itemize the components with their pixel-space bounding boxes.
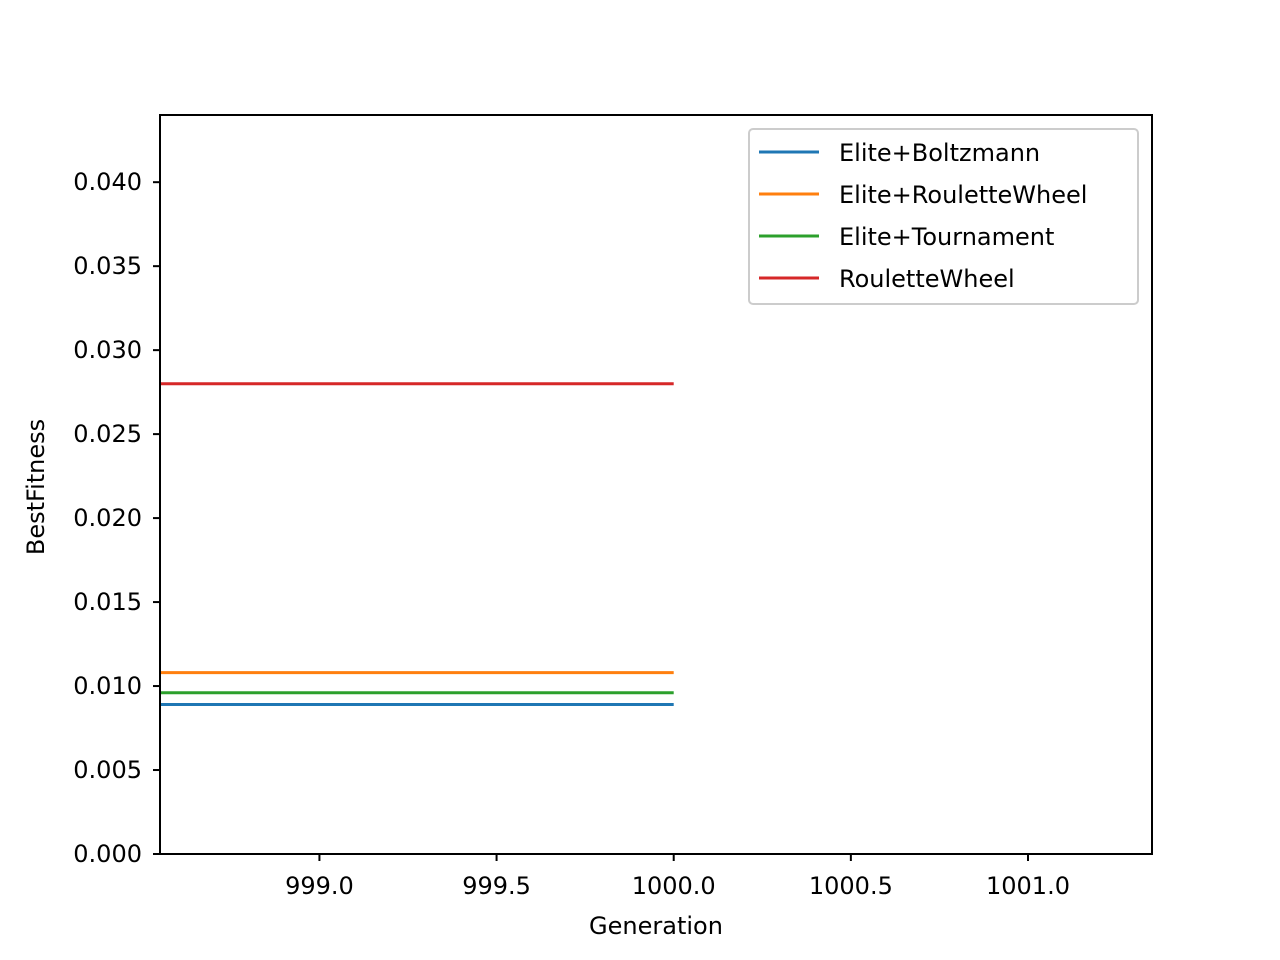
- x-tick-label: 999.5: [462, 872, 531, 900]
- x-tick-label: 1000.5: [809, 872, 893, 900]
- legend-label-1: Elite+RouletteWheel: [839, 181, 1087, 209]
- y-tick-label: 0.030: [73, 336, 142, 364]
- y-tick-label: 0.025: [73, 420, 142, 448]
- legend: Elite+Boltzmann Elite+RouletteWheel Elite+…: [748, 128, 1139, 305]
- y-tick-label: 0.035: [73, 252, 142, 280]
- y-tick-label: 0.015: [73, 588, 142, 616]
- y-tick-label: 0.000: [73, 840, 142, 868]
- plot-frame: [159, 114, 1153, 855]
- legend-label-0: Elite+Boltzmann: [839, 139, 1040, 167]
- x-tick-label: 1000.0: [632, 872, 716, 900]
- legend-label-3: RouletteWheel: [839, 265, 1015, 293]
- x-tick-label: 999.0: [285, 872, 354, 900]
- x-axis-label: Generation: [589, 912, 723, 940]
- y-tick-label: 0.040: [73, 168, 142, 196]
- y-axis-ticks: 0.000 0.005 0.010 0.015 0.020 0.025 0.030 0.035…: [73, 168, 160, 868]
- x-axis-ticks: 999.0 999.5 1000.0 1000.5 1001.0: [285, 854, 1070, 900]
- y-axis-label: BestFitness: [22, 419, 50, 555]
- series-layer: [160, 382, 674, 706]
- x-tick-label: 1001.0: [986, 872, 1070, 900]
- legend-label-2: Elite+Tournament: [839, 223, 1054, 251]
- y-tick-label: 0.020: [73, 504, 142, 532]
- y-tick-label: 0.005: [73, 756, 142, 784]
- legend-frame: [748, 128, 1139, 305]
- y-tick-label: 0.010: [73, 672, 142, 700]
